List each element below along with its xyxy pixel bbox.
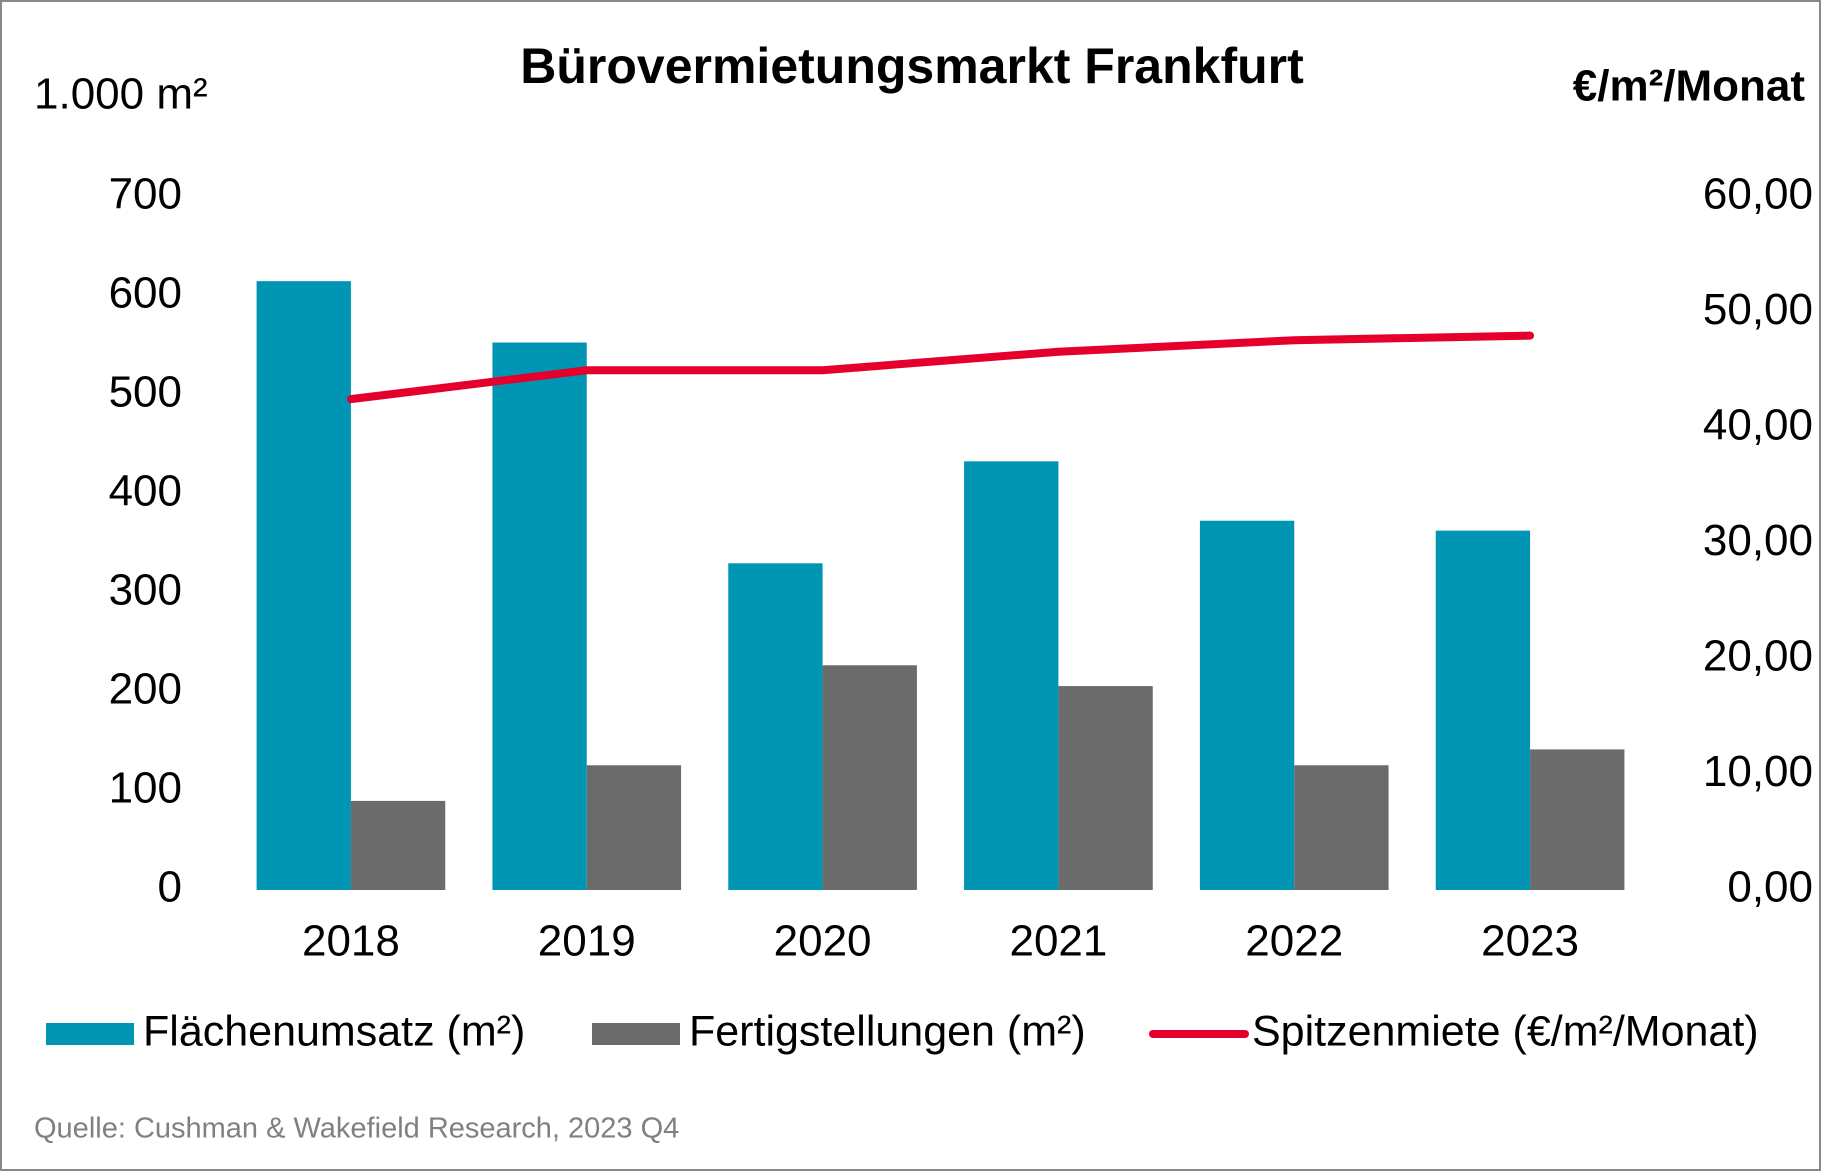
x-tick-label: 2021 [1009,917,1107,966]
bar [586,765,682,890]
y-axis-title: 1.000 m² [34,70,208,119]
y2-tick-label: 10,00 [1703,747,1813,796]
y2-tick-label: 0,00 [1727,863,1813,912]
bar [728,563,823,890]
y-tick-label: 600 [109,269,182,318]
y-tick-label: 500 [109,368,182,417]
legend-swatch [592,1023,680,1045]
y2-tick-label: 60,00 [1703,170,1813,219]
y2-tick-label: 50,00 [1703,285,1813,334]
y-tick-label: 0 [158,863,182,912]
bar [1435,530,1531,890]
legend-label: Flächenumsatz (m²) [143,1007,525,1055]
y-tick-label: 300 [109,566,182,615]
bar [1199,520,1295,890]
chart-title: Bürovermietungsmarkt Frankfurt [520,38,1304,94]
bar [1058,686,1153,890]
x-tick-label: 2018 [302,917,400,966]
x-tick-label: 2020 [774,917,872,966]
x-tick-label: 2019 [538,917,636,966]
bar [492,342,587,890]
bar [1294,765,1389,890]
bar [822,665,917,890]
x-tick-label: 2023 [1481,917,1579,966]
y-tick-label: 400 [109,467,182,516]
bar [964,461,1059,890]
y2-tick-label: 40,00 [1703,401,1813,450]
y2-tick-label: 30,00 [1703,516,1813,565]
bar [350,800,446,890]
source-note: Quelle: Cushman & Wakefield Research, 20… [34,1113,679,1145]
y-tick-label: 700 [109,170,182,219]
legend-label: Fertigstellungen (m²) [689,1007,1086,1055]
y2-axis-title: €/m²/Monat [1573,62,1806,111]
bar [1530,749,1625,890]
y-tick-label: 100 [109,764,182,813]
legend-label: Spitzenmiete (€/m²/Monat) [1252,1007,1759,1055]
line [346,331,1535,404]
y2-tick-label: 20,00 [1703,632,1813,681]
bar [256,281,351,890]
legend-swatch [46,1023,134,1045]
y-tick-label: 200 [109,665,182,714]
x-tick-label: 2022 [1245,917,1343,966]
